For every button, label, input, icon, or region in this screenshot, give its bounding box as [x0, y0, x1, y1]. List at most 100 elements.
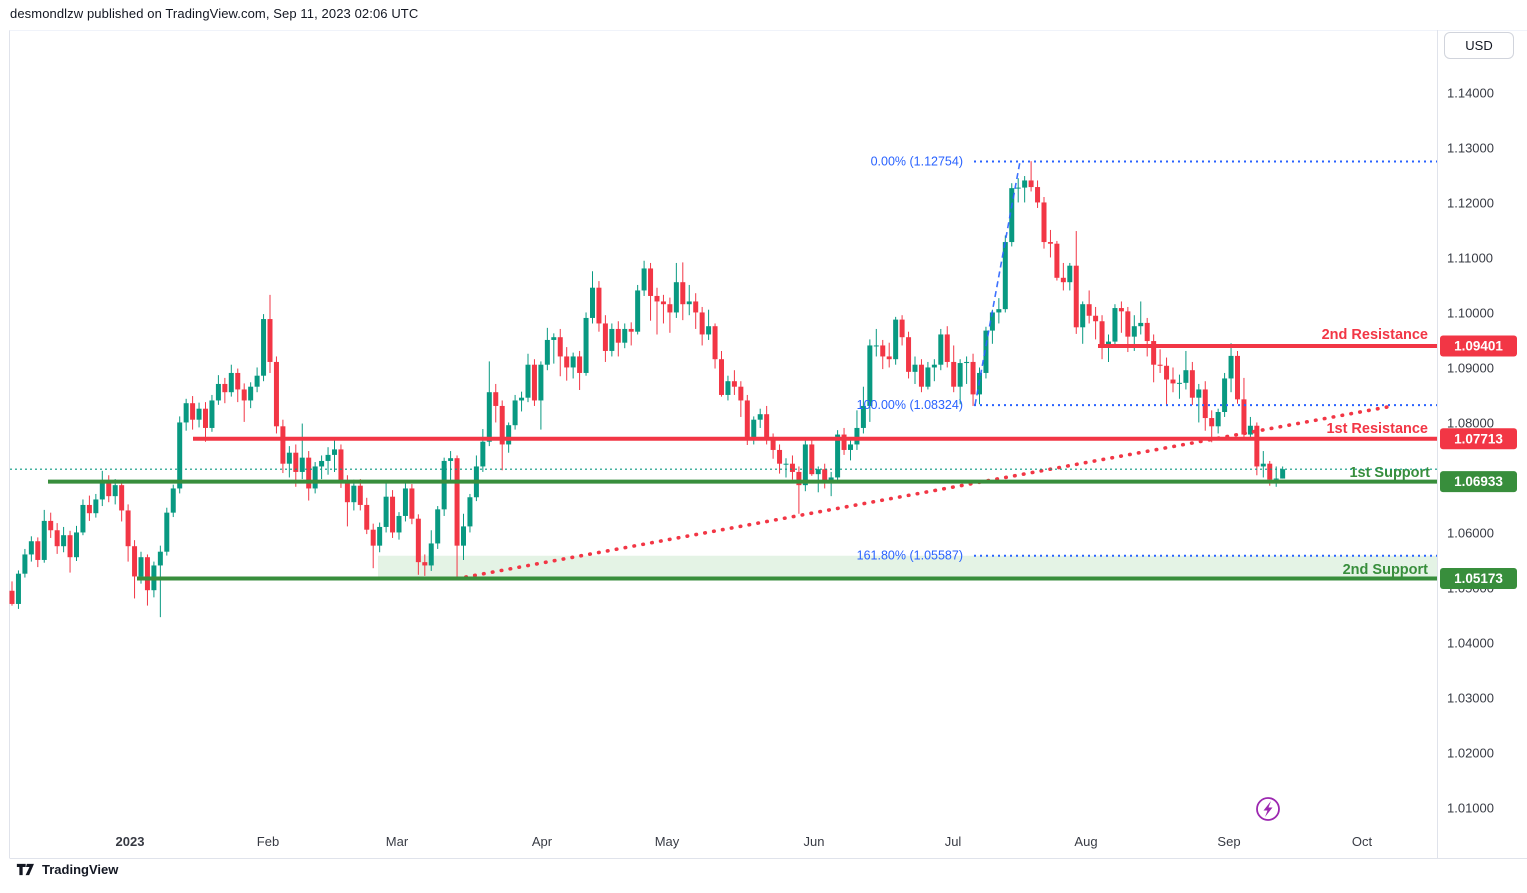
candle-body — [1222, 378, 1228, 412]
x-axis-label: Aug — [1074, 834, 1097, 849]
candle-body — [435, 509, 441, 544]
y-axis-tick: 1.03000 — [1447, 691, 1494, 706]
candle-body — [1228, 355, 1234, 379]
candle-body — [119, 485, 125, 511]
candle-body — [86, 504, 92, 514]
candle-body — [9, 590, 15, 604]
candle-body — [1164, 365, 1170, 380]
tradingview-attribution[interactable]: TradingView — [16, 861, 118, 878]
candle-body — [1254, 425, 1260, 467]
candle-body — [209, 400, 215, 428]
candle-body — [828, 477, 834, 481]
candle-body — [1215, 412, 1221, 427]
candle-body — [796, 471, 802, 486]
candle-body — [357, 485, 363, 505]
candle-body — [1144, 322, 1150, 342]
candle-body — [564, 356, 570, 368]
candle-body — [215, 383, 221, 401]
candle-body — [570, 356, 576, 368]
candle-body — [286, 452, 292, 464]
candle-body — [809, 444, 815, 475]
price-badge-value: 1.06933 — [1454, 474, 1503, 489]
candle-body — [377, 526, 383, 546]
candle-body — [80, 504, 86, 533]
candle-body — [893, 319, 899, 360]
candle-body — [951, 361, 957, 387]
candle-body — [996, 309, 1002, 313]
candle-body — [899, 319, 905, 338]
level-label: 1st Resistance — [1326, 421, 1428, 437]
candle-body — [241, 389, 247, 401]
candle-body — [512, 400, 518, 426]
candle-body — [1035, 187, 1041, 203]
x-axis-label: Oct — [1352, 834, 1373, 849]
candle-body — [699, 312, 705, 335]
candle-body — [577, 356, 583, 373]
x-axis-label: Apr — [532, 834, 553, 849]
candle-body — [1009, 188, 1015, 243]
candle-body — [99, 481, 105, 500]
candle-body — [1247, 425, 1253, 435]
support-zone-band — [378, 555, 1437, 579]
trendline-layer — [455, 404, 1392, 581]
candle-body — [222, 383, 228, 393]
candle-body — [551, 337, 557, 340]
candle-body — [132, 546, 138, 577]
price-badge-value: 1.09401 — [1454, 338, 1503, 353]
candle-body — [1002, 242, 1008, 310]
candle-body — [93, 499, 99, 514]
candle-body — [267, 319, 273, 362]
candle-body — [1183, 370, 1189, 383]
candle-body — [1093, 315, 1099, 322]
candle-body — [261, 319, 267, 376]
candle-body — [177, 422, 183, 489]
candle-body — [1028, 180, 1034, 188]
candle-body — [332, 449, 337, 455]
y-axis-tick: 1.10000 — [1447, 306, 1494, 321]
candle-body — [1054, 243, 1060, 278]
candle-body — [486, 392, 492, 442]
fib-retracement-layer: 0.00% (1.12754) 100.00% (1.08324) 161.80% … — [857, 155, 1437, 563]
candle-body — [454, 458, 460, 546]
candle-body — [712, 326, 718, 360]
price-badge — [1440, 471, 1517, 493]
candle-body — [538, 364, 544, 401]
candle-body — [583, 317, 589, 373]
candle-body — [615, 328, 621, 343]
candle-body — [1125, 311, 1131, 337]
candle-body — [1273, 478, 1279, 480]
price-badge — [1440, 428, 1517, 450]
candle-body — [1131, 326, 1137, 337]
candle-body — [170, 488, 176, 513]
candle-body — [157, 551, 163, 566]
candle-body — [770, 438, 776, 450]
x-axis-label: Jun — [804, 834, 825, 849]
y-axis-tick: 1.14000 — [1447, 86, 1494, 101]
candle-body — [499, 405, 505, 445]
candle-body — [757, 414, 763, 420]
candle-body — [906, 337, 912, 372]
candle-body — [1112, 308, 1118, 342]
candle-body — [519, 397, 525, 401]
y-axis-tick: 1.12000 — [1447, 196, 1494, 211]
candle-body — [138, 557, 144, 577]
candle-body — [789, 463, 795, 472]
candle-body — [1067, 265, 1073, 283]
candle-body — [183, 403, 189, 423]
currency-button[interactable]: USD — [1444, 32, 1514, 59]
candle-body — [783, 463, 789, 465]
candle-body — [693, 301, 699, 313]
candle-body — [596, 287, 602, 324]
candle-body — [41, 520, 47, 560]
y-axis-tick: 1.01000 — [1447, 801, 1494, 816]
candle-body — [648, 268, 654, 296]
candle-body — [964, 361, 970, 364]
candle-body — [248, 386, 254, 401]
candle-body — [777, 449, 783, 464]
candle-body — [1235, 355, 1240, 400]
candle-body — [1209, 418, 1215, 427]
candle-body — [751, 419, 757, 439]
fib-level-label: 0.00% (1.12754) — [871, 155, 963, 169]
candle-body — [203, 408, 208, 428]
